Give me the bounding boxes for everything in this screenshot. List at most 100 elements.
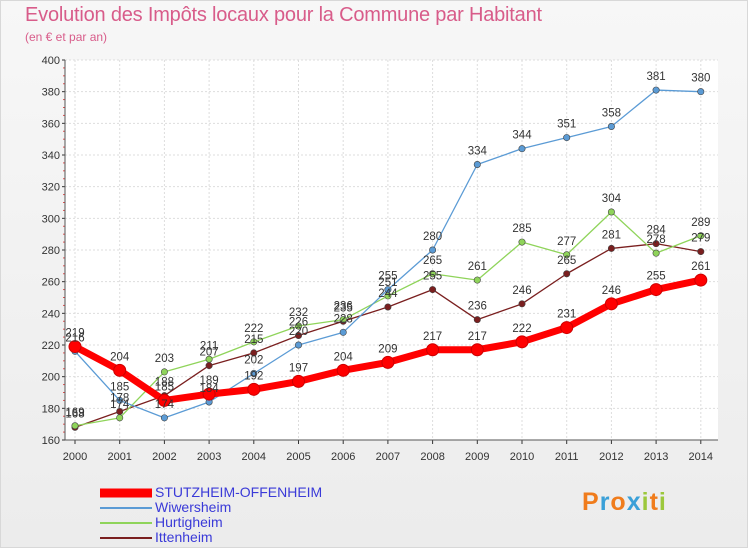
data-point-stutzheim-offenheim (604, 297, 618, 311)
data-point-wiwersheim (697, 88, 705, 96)
data-point-wiwersheim (250, 369, 258, 377)
data-label-wiwersheim: 344 (512, 130, 532, 142)
data-point-wiwersheim (339, 328, 347, 336)
data-label-stutzheim-offenheim: 204 (334, 351, 354, 363)
data-label-hurtigheim: 236 (334, 301, 353, 313)
y-tick-label: 360 (42, 118, 60, 130)
data-label-stutzheim-offenheim: 246 (602, 285, 621, 297)
legend-swatch (100, 507, 152, 509)
data-point-stutzheim-offenheim (113, 363, 127, 377)
data-point-ittenheim (294, 331, 302, 339)
x-tick-label: 2009 (465, 451, 489, 463)
data-point-stutzheim-offenheim (426, 343, 440, 357)
data-point-ittenheim (518, 300, 526, 308)
data-point-hurtigheim (518, 238, 526, 246)
y-tick-label: 400 (42, 55, 60, 67)
x-tick-label: 2000 (63, 451, 87, 463)
data-label-wiwersheim: 174 (155, 399, 175, 411)
data-point-hurtigheim (607, 208, 615, 216)
data-label-wiwersheim: 334 (468, 146, 488, 158)
data-label-ittenheim: 226 (289, 317, 308, 329)
data-label-wiwersheim: 280 (423, 231, 442, 243)
y-tick-label: 340 (42, 150, 60, 162)
data-point-ittenheim (697, 248, 705, 256)
data-label-stutzheim-offenheim: 197 (289, 362, 308, 374)
data-label-hurtigheim: 174 (110, 399, 130, 411)
legend-label: Ittenheim (155, 529, 213, 545)
data-point-hurtigheim (697, 232, 705, 240)
data-label-stutzheim-offenheim: 185 (155, 381, 174, 393)
data-label-hurtigheim: 304 (602, 193, 622, 205)
data-label-ittenheim: 255 (423, 271, 442, 283)
data-label-stutzheim-offenheim: 217 (468, 331, 487, 343)
data-label-wiwersheim: 255 (378, 271, 397, 283)
data-label-hurtigheim: 285 (512, 223, 531, 235)
x-tick-label: 2001 (107, 451, 131, 463)
legend-item-wiwersheim: Wiwersheim (100, 499, 430, 516)
data-label-ittenheim: 284 (647, 225, 667, 237)
data-point-ittenheim (607, 244, 615, 252)
data-label-stutzheim-offenheim: 209 (378, 343, 397, 355)
logo-letter: P (582, 488, 600, 516)
legend-item-hurtigheim: Hurtigheim (100, 514, 430, 531)
data-label-wiwersheim: 228 (334, 313, 353, 325)
legend-swatch (100, 537, 152, 539)
data-point-wiwersheim (160, 414, 168, 422)
data-label-ittenheim: 168 (65, 408, 84, 420)
data-point-wiwersheim (429, 246, 437, 254)
data-point-stutzheim-offenheim (247, 382, 261, 396)
x-tick-label: 2006 (331, 451, 355, 463)
legend-swatch (100, 522, 152, 524)
data-point-ittenheim (652, 240, 660, 248)
x-tick-label: 2008 (420, 451, 444, 463)
data-point-ittenheim (384, 303, 392, 311)
logo-letter: t (649, 488, 659, 516)
y-tick-label: 380 (42, 87, 60, 99)
data-point-stutzheim-offenheim (649, 283, 663, 297)
data-point-wiwersheim (652, 86, 660, 94)
legend: STUTZHEIM-OFFENHEIM Wiwersheim Hurtigheim I… (100, 484, 430, 547)
data-label-hurtigheim: 261 (468, 261, 487, 273)
data-label-hurtigheim: 277 (557, 236, 576, 248)
x-tick-label: 2013 (644, 451, 668, 463)
data-point-stutzheim-offenheim (694, 273, 708, 287)
data-label-ittenheim: 246 (512, 285, 531, 297)
chart-title: Evolution des Impôts locaux pour la Comm… (25, 4, 542, 26)
data-label-stutzheim-offenheim: 222 (512, 323, 531, 335)
legend-label: STUTZHEIM-OFFENHEIM (155, 484, 323, 500)
x-tick-label: 2011 (555, 451, 579, 463)
proxiti-logo: Proxiti (582, 488, 667, 517)
data-label-ittenheim: 236 (468, 301, 487, 313)
data-label-stutzheim-offenheim: 189 (200, 375, 219, 387)
data-label-wiwersheim: 184 (200, 383, 220, 395)
logo-letter: i (658, 488, 667, 516)
data-label-wiwersheim: 185 (110, 381, 129, 393)
data-label-stutzheim-offenheim: 192 (244, 370, 263, 382)
data-label-wiwersheim: 358 (602, 108, 621, 120)
data-point-wiwersheim (607, 123, 615, 131)
data-point-ittenheim (473, 316, 481, 324)
data-label-hurtigheim: 265 (423, 255, 442, 267)
data-label-hurtigheim: 222 (244, 323, 263, 335)
x-tick-label: 2002 (152, 451, 176, 463)
data-point-stutzheim-offenheim (336, 363, 350, 377)
data-label-ittenheim: 265 (557, 255, 576, 267)
data-point-ittenheim (429, 286, 437, 294)
data-label-stutzheim-offenheim: 255 (647, 271, 666, 283)
x-tick-label: 2003 (197, 451, 221, 463)
data-point-stutzheim-offenheim (560, 321, 574, 335)
legend-swatch (100, 488, 152, 498)
data-point-stutzheim-offenheim (202, 387, 216, 401)
data-label-ittenheim: 207 (200, 347, 219, 359)
data-point-hurtigheim (250, 338, 258, 346)
data-label-stutzheim-offenheim: 261 (691, 261, 710, 273)
data-point-hurtigheim (339, 316, 347, 324)
data-point-hurtigheim (71, 422, 79, 430)
data-point-wiwersheim (473, 161, 481, 169)
data-point-wiwersheim (384, 286, 392, 294)
logo-letter: x (626, 488, 642, 516)
legend-item-ittenheim: Ittenheim (100, 529, 430, 546)
data-label-hurtigheim: 278 (647, 234, 666, 246)
x-tick-label: 2007 (376, 451, 400, 463)
